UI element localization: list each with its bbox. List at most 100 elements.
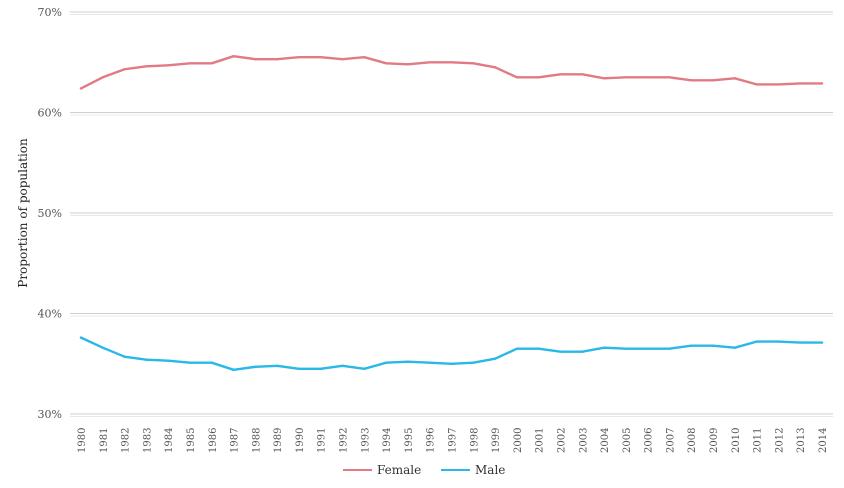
data-point-male <box>777 340 780 343</box>
x-tick-label: 2005 <box>622 428 633 453</box>
x-axis-ticks: 1980 1981 1982 1983 1984 1985 1986 1987 1988 1989… <box>77 428 829 453</box>
x-tick-label: 2011 <box>753 428 764 453</box>
data-point-male <box>406 360 410 363</box>
x-tick-label: 2008 <box>687 428 698 453</box>
series-line-female <box>79 55 824 90</box>
y-tick-label: 50% <box>38 207 62 220</box>
data-point-female <box>820 82 824 85</box>
data-point-female <box>799 82 802 85</box>
data-point-male <box>624 347 628 350</box>
data-point-male <box>711 344 715 347</box>
x-tick-label: 2014 <box>818 428 829 453</box>
x-tick-label: 1983 <box>142 428 153 453</box>
data-point-male <box>602 346 606 349</box>
x-tick-label: 2009 <box>709 428 720 453</box>
data-point-male <box>493 357 497 360</box>
data-point-male <box>428 361 431 364</box>
data-point-female <box>363 56 366 59</box>
data-point-female <box>711 79 715 82</box>
x-tick-label: 1982 <box>121 428 132 453</box>
x-tick-label: 1991 <box>317 428 328 453</box>
x-tick-label: 2002 <box>556 428 567 453</box>
data-point-female <box>275 58 279 61</box>
x-tick-label: 1993 <box>360 428 371 453</box>
data-point-male <box>167 359 170 362</box>
data-point-male <box>755 340 758 343</box>
x-tick-label: 2006 <box>644 428 655 453</box>
x-tick-label: 2003 <box>578 428 589 453</box>
data-point-male <box>820 341 824 344</box>
data-point-male <box>384 361 388 364</box>
data-point-male <box>341 364 344 367</box>
x-tick-label: 1986 <box>208 428 219 453</box>
data-point-male <box>188 361 192 364</box>
data-point-male <box>559 350 562 353</box>
legend: Female Male <box>343 463 505 477</box>
data-point-female <box>515 76 519 79</box>
data-point-male <box>581 350 584 353</box>
data-point-female <box>668 76 671 79</box>
data-point-male <box>450 362 453 365</box>
x-tick-label: 2012 <box>774 428 785 453</box>
data-point-male <box>101 346 105 349</box>
data-point-female <box>755 83 758 86</box>
y-tick-label: 60% <box>38 107 62 120</box>
x-tick-label: 1990 <box>295 428 306 453</box>
x-tick-label: 1999 <box>491 428 502 453</box>
data-point-male <box>254 365 257 368</box>
data-point-male <box>515 347 519 350</box>
y-tick-label: 70% <box>38 6 62 19</box>
data-point-female <box>319 56 322 59</box>
x-tick-label: 2013 <box>796 428 807 453</box>
data-point-male <box>275 364 279 367</box>
data-point-female <box>384 62 388 65</box>
data-point-female <box>188 62 192 65</box>
data-point-female <box>602 77 606 80</box>
data-point-male <box>537 347 540 350</box>
data-point-female <box>101 76 105 79</box>
data-point-female <box>537 76 540 79</box>
x-tick-label: 1988 <box>251 428 262 453</box>
data-point-male <box>319 367 322 370</box>
y-axis-title: Proportion of population <box>16 138 30 288</box>
data-point-female <box>493 66 497 69</box>
data-point-male <box>123 355 126 358</box>
x-tick-label: 2010 <box>731 428 742 453</box>
x-tick-label: 1992 <box>339 428 350 453</box>
data-point-female <box>297 56 301 59</box>
data-point-male <box>210 361 213 364</box>
y-tick-label: 30% <box>38 408 62 421</box>
data-point-female <box>646 76 649 79</box>
x-tick-label: 2004 <box>600 428 611 453</box>
data-point-male <box>472 361 475 364</box>
x-tick-label: 1994 <box>382 428 393 453</box>
x-tick-label: 1985 <box>186 428 197 453</box>
data-point-female <box>777 83 780 86</box>
data-point-female <box>559 73 562 76</box>
x-tick-label: 1998 <box>469 428 480 453</box>
data-point-female <box>581 73 584 76</box>
legend-label-female: Female <box>377 463 421 477</box>
data-point-female <box>232 55 235 58</box>
data-point-female <box>167 64 170 67</box>
x-tick-label: 1981 <box>99 428 110 453</box>
x-tick-label: 1989 <box>273 428 284 453</box>
data-point-male <box>79 336 83 339</box>
data-point-male <box>232 368 235 371</box>
legend-label-male: Male <box>475 463 505 477</box>
series-lines <box>79 55 824 371</box>
data-point-female <box>79 87 83 90</box>
x-tick-label: 1995 <box>404 428 415 453</box>
y-tick-label: 40% <box>38 308 62 321</box>
data-point-male <box>668 347 671 350</box>
x-tick-label: 1987 <box>230 428 241 453</box>
x-tick-label: 2000 <box>513 428 524 453</box>
x-tick-label: 1996 <box>426 428 437 453</box>
x-tick-label: 1984 <box>164 428 175 453</box>
data-point-female <box>624 76 628 79</box>
data-point-male <box>690 344 693 347</box>
data-point-female <box>690 79 693 82</box>
data-point-female <box>406 63 410 66</box>
y-axis-ticks: 30% 40% 50% 60% 70% <box>38 6 62 421</box>
